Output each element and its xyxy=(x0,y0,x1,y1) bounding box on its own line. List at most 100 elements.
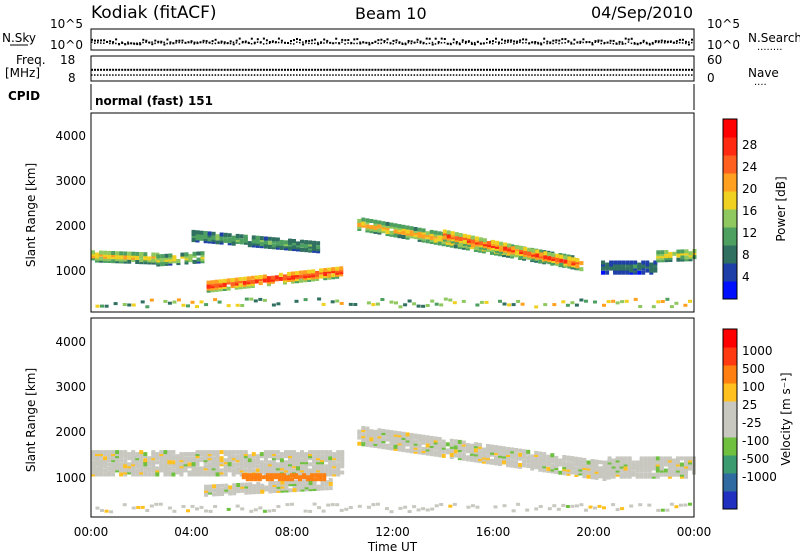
power-cell xyxy=(176,298,181,302)
velocity-cell xyxy=(550,453,555,458)
noise-search-point xyxy=(341,41,343,43)
noise-search-point xyxy=(606,42,609,44)
power-cell xyxy=(547,258,552,263)
velocity-cell xyxy=(320,466,325,471)
velocity-cell xyxy=(407,510,412,513)
noise-search-point xyxy=(552,42,554,45)
velocity-cell xyxy=(204,488,209,493)
noise-search-point xyxy=(371,42,373,44)
velocity-cell xyxy=(167,460,172,465)
power-cell xyxy=(135,256,140,260)
velocity-cell xyxy=(570,456,575,461)
noise-sky-point xyxy=(262,37,265,40)
noise-search-point xyxy=(486,42,488,44)
velocity-cell xyxy=(253,473,258,478)
nave-point xyxy=(612,74,615,76)
freq-point xyxy=(395,68,398,71)
nave-point xyxy=(208,74,211,76)
velocity-cell xyxy=(506,459,511,464)
velocity-cell xyxy=(216,486,221,491)
power-cell xyxy=(656,254,661,259)
noise-search-point xyxy=(446,42,449,45)
velocity-cell xyxy=(688,458,692,463)
power-cell xyxy=(299,274,303,279)
power-cell xyxy=(660,252,665,257)
freq-point xyxy=(232,68,235,71)
power-cbar-tick-12: 12 xyxy=(742,226,757,240)
velocity-cell xyxy=(155,452,160,457)
power-cell xyxy=(499,241,503,246)
nave-point xyxy=(543,74,545,76)
freq-point xyxy=(166,68,169,71)
velocity-cell xyxy=(279,466,284,471)
power-cell xyxy=(507,243,512,248)
power-cell xyxy=(139,260,144,265)
power-cell xyxy=(621,260,626,265)
noise-search-point xyxy=(633,42,636,44)
velocity-cell xyxy=(260,487,265,492)
power-cell xyxy=(474,236,479,241)
power-cell xyxy=(458,233,463,237)
noise-search-point xyxy=(579,42,581,44)
freq-point xyxy=(407,68,410,71)
noise-search-point xyxy=(202,41,205,44)
velocity-cell xyxy=(417,442,422,447)
power-cell xyxy=(377,224,382,229)
noise-search-point xyxy=(561,42,563,44)
velocity-cell xyxy=(288,482,293,487)
velocity-cell xyxy=(135,468,140,473)
velocity-cell xyxy=(556,507,561,511)
velocity-cell xyxy=(675,470,680,475)
velocity-cell xyxy=(441,447,446,452)
velocity-cell xyxy=(393,436,398,441)
velocity-cell xyxy=(627,458,632,463)
velocity-cell xyxy=(115,454,120,459)
power-cell xyxy=(593,300,597,304)
power-cell xyxy=(176,259,181,263)
power-cell xyxy=(688,257,693,262)
velocity-cell xyxy=(91,460,95,465)
nave-point xyxy=(618,74,621,76)
noise-sky-point xyxy=(335,37,338,40)
noise-search-point xyxy=(335,42,337,44)
power-cell xyxy=(439,303,444,307)
velocity-cell xyxy=(688,456,692,461)
velocity-cell xyxy=(486,460,490,465)
freq-label-line2: [MHz] xyxy=(5,66,40,80)
noise-search-point xyxy=(537,41,539,44)
velocity-cell xyxy=(437,445,442,450)
velocity-cell xyxy=(159,450,164,455)
freq-point xyxy=(145,68,148,71)
velocity-cell xyxy=(219,460,224,465)
freq-point xyxy=(579,68,582,71)
power-cbar-tick-28: 28 xyxy=(742,138,757,152)
velocity-cell xyxy=(316,470,321,475)
power-cell xyxy=(267,236,272,241)
power-cell xyxy=(416,304,421,308)
velocity-cell xyxy=(231,454,236,459)
velocity-cell xyxy=(279,458,284,463)
noise-sky-point xyxy=(265,39,268,42)
noise-sky-point xyxy=(190,40,193,43)
power-cell xyxy=(609,266,614,271)
power-cell xyxy=(311,273,316,278)
power-cell xyxy=(231,239,236,244)
power-cell xyxy=(192,259,197,264)
freq-point xyxy=(235,68,238,71)
velocity-cell xyxy=(526,464,531,468)
velocity-cell xyxy=(639,472,644,477)
nave-point xyxy=(262,74,265,76)
nave-point xyxy=(681,74,684,76)
noise-sky-point xyxy=(666,40,669,43)
noise-search-point xyxy=(546,42,548,45)
power-cell xyxy=(253,299,258,303)
freq-point xyxy=(196,68,199,71)
power-cell xyxy=(231,235,236,240)
power-cell xyxy=(227,233,232,238)
velocity-cell xyxy=(465,445,470,450)
power-cell xyxy=(327,267,332,272)
velocity-cell xyxy=(466,505,471,509)
velocity-cell xyxy=(292,488,297,493)
noise-search-point xyxy=(416,41,419,43)
